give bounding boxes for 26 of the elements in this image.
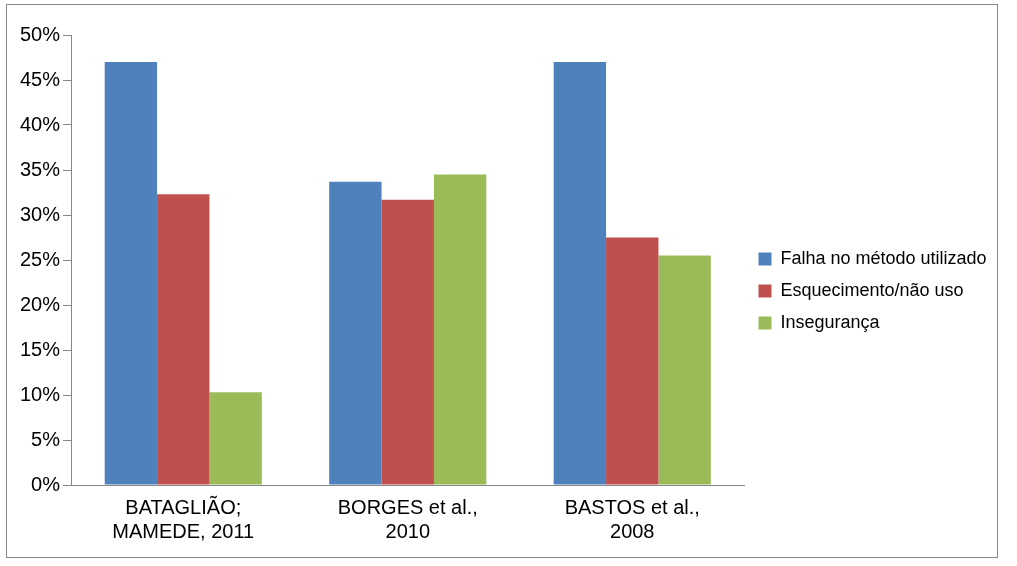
legend-label: Insegurança: [780, 311, 881, 332]
bar: [433, 174, 487, 485]
x-tick-label: BASTOS et al., 2008: [564, 495, 700, 542]
y-tick-label: 5%: [31, 427, 61, 450]
y-tick-label: 15%: [20, 337, 61, 360]
bar: [329, 181, 382, 485]
y-tick-label: 10%: [20, 382, 61, 405]
bar: [209, 392, 262, 485]
y-tick-label: 40%: [20, 112, 61, 135]
legend-label: Esquecimento/não uso: [780, 279, 964, 300]
x-tick-label: BATAGLIÃO; MAMEDE, 2011: [112, 494, 255, 542]
legend-label: Falha no método utilizado: [780, 247, 987, 268]
y-tick-label: 50%: [20, 22, 61, 45]
y-tick-label: 25%: [20, 247, 61, 270]
bar: [606, 237, 659, 485]
bar: [658, 255, 711, 485]
bar: [553, 62, 607, 485]
x-tick-label: BORGES et al., 2010: [337, 495, 478, 542]
y-tick-label: 45%: [20, 67, 61, 90]
y-tick-label: 0%: [31, 472, 61, 495]
bar: [157, 194, 210, 485]
y-tick-label: 30%: [20, 202, 61, 225]
bar: [104, 62, 158, 485]
y-tick-label: 35%: [20, 157, 61, 180]
y-tick-label: 20%: [20, 292, 61, 315]
bar: [381, 199, 434, 485]
